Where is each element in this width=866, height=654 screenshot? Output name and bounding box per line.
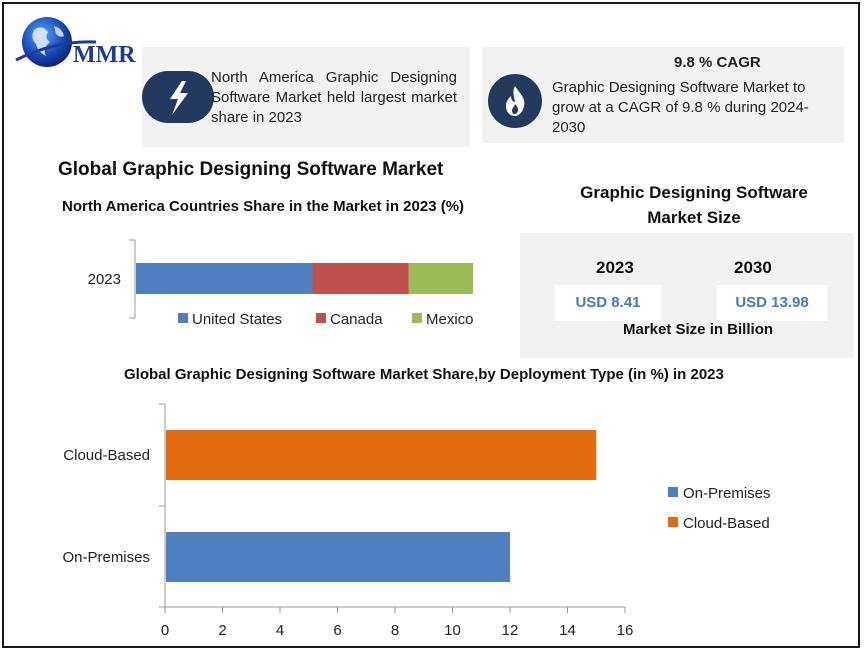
- page-frame: [2, 2, 860, 648]
- market-size-box: 2023 2030 USD 8.41 USD 13.98 Market Size…: [520, 233, 854, 358]
- chart1-legend-label: Mexico: [426, 311, 474, 328]
- chart1-legend-label: Canada: [330, 311, 383, 328]
- value-2030: USD 13.98: [717, 285, 827, 321]
- cagr-title: 9.8 % CAGR: [674, 54, 761, 71]
- chart1-legend-swatch: [178, 313, 188, 323]
- chart1-legend-swatch: [412, 313, 422, 323]
- chart1-title: North America Countries Share in the Mar…: [62, 198, 465, 215]
- value-2023: USD 8.41: [555, 285, 661, 321]
- chart2-bar-on-premises: [166, 532, 510, 582]
- chart2-x-tick-label: 6: [333, 622, 341, 639]
- chart2-x-tick-label: 0: [161, 622, 169, 639]
- chart2-legend-label: On-Premises: [683, 485, 771, 502]
- highlight-card: North America Graphic Designing Software…: [142, 47, 470, 147]
- cagr-text: Graphic Designing Software Market to gro…: [552, 79, 809, 136]
- year-2030-label: 2030: [734, 258, 772, 277]
- globe-logo-icon: [15, 17, 97, 67]
- chart2-category-label: Cloud-Based: [63, 447, 150, 464]
- main-title: Global Graphic Designing Software Market: [58, 159, 444, 180]
- lightning-icon: [142, 71, 214, 123]
- market-size-unit: Market Size in Billion: [622, 321, 774, 338]
- brand-logo-text: MMR: [73, 42, 136, 68]
- chart2-title: Global Graphic Designing Software Market…: [124, 366, 724, 383]
- chart2-legend-label: Cloud-Based: [683, 515, 770, 532]
- chart1-bar-mexico: [408, 263, 473, 294]
- chart2-x-tick-label: 14: [559, 622, 576, 639]
- chart2-bar-cloud-based: [166, 430, 597, 480]
- market-size-title: Graphic Designing Software Market Size: [580, 183, 808, 227]
- year-2023-label: 2023: [596, 258, 634, 277]
- chart2-legend-swatch: [668, 517, 678, 527]
- cagr-card: 9.8 % CAGR Graphic Designing Software Ma…: [482, 47, 844, 143]
- chart2-legend-swatch: [668, 487, 678, 497]
- chart1-bar-canada: [312, 263, 409, 294]
- chart2-x-tick-label: 8: [391, 622, 399, 639]
- chart1-category-label: 2023: [88, 271, 121, 288]
- chart1-legend-swatch: [316, 313, 326, 323]
- chart1-bar-united-states: [136, 263, 313, 294]
- chart2-category-label: On-Premises: [62, 549, 150, 566]
- chart1-legend-label: United States: [192, 311, 282, 328]
- chart2-x-tick-label: 10: [444, 622, 461, 639]
- chart2-x-tick-label: 4: [276, 622, 284, 639]
- chart2-x-tick-label: 12: [502, 622, 519, 639]
- chart2-x-tick-label: 2: [218, 622, 226, 639]
- chart2-x-tick-label: 16: [617, 622, 634, 639]
- flame-icon: [488, 74, 542, 128]
- highlight-text: North America Graphic Designing Software…: [211, 69, 457, 126]
